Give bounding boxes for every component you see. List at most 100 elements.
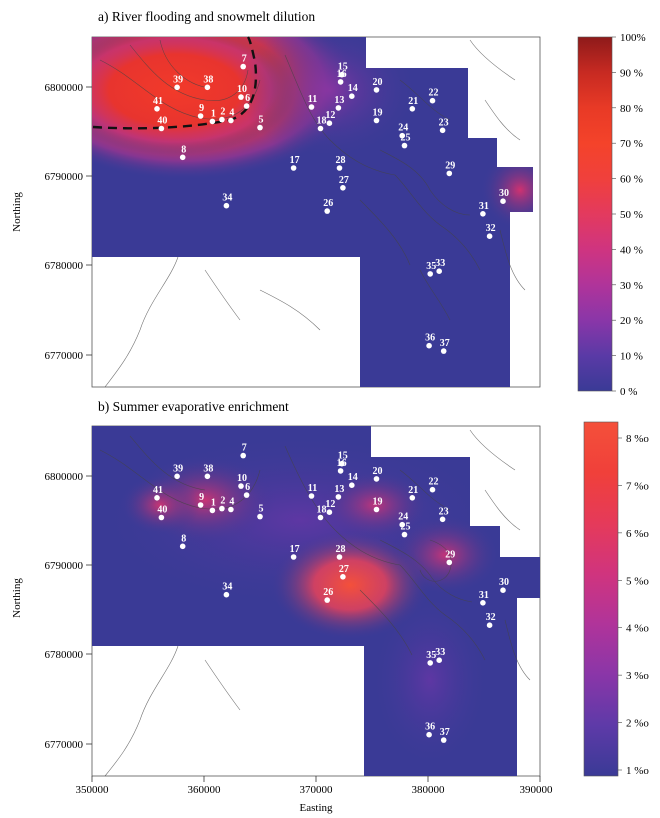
xlabel: Easting bbox=[300, 802, 333, 814]
site-39-label-a: 39 bbox=[173, 74, 183, 85]
site-40-label-a: 40 bbox=[157, 116, 167, 127]
site-12-point-a bbox=[326, 120, 333, 126]
site-31-label-a: 31 bbox=[479, 201, 489, 212]
site-37-point-b bbox=[440, 737, 447, 743]
site-23-label-a: 23 bbox=[439, 117, 449, 128]
site-6-label-a: 6 bbox=[245, 93, 250, 104]
site-26-label-a: 26 bbox=[323, 198, 333, 209]
site-34-label-b: 34 bbox=[222, 582, 232, 593]
site-25-point-a bbox=[401, 142, 408, 149]
site-26-point-a bbox=[324, 208, 331, 214]
site-1-point-a bbox=[209, 118, 216, 125]
colorbar-b-label-6: 2 %o bbox=[626, 718, 649, 730]
site-15-label-b: 15 bbox=[338, 451, 348, 462]
site-10-point-a bbox=[238, 94, 244, 100]
panel-a-colorbar-labels: 100% 90 % 80 % 70 % 60 % 50 % 40 % 30 % 20 % 10 %… bbox=[612, 32, 646, 398]
site-28-label-a: 28 bbox=[336, 155, 346, 166]
site-11-label-a: 11 bbox=[308, 94, 317, 105]
site-30-point-a bbox=[500, 198, 506, 204]
colorbar-b-label-5: 3 %o bbox=[626, 670, 649, 682]
site-18-label-b: 18 bbox=[317, 505, 327, 516]
ytick-b-2: 6780000 bbox=[45, 649, 84, 661]
site-12-label-b: 12 bbox=[325, 499, 335, 510]
panel-b-colorbar-labels: 8 %o 7 %o 6 %o 5 %o 4 %o 3 %o 2 %o 1 %o bbox=[618, 433, 649, 777]
site-7-point-a bbox=[240, 63, 246, 70]
colorbar-b-label-3: 5 %o bbox=[626, 575, 649, 587]
site-10-label-b: 10 bbox=[237, 473, 247, 484]
site-24-label-b: 24 bbox=[398, 512, 408, 523]
site-12-label-a: 12 bbox=[325, 110, 335, 121]
panel-a: a) River flooding and snowmelt dilution bbox=[11, 9, 646, 398]
site-23-label-b: 23 bbox=[439, 506, 449, 517]
panel-b-axes bbox=[86, 475, 541, 782]
site-23-point-a bbox=[439, 127, 446, 134]
site-6-label-b: 6 bbox=[245, 482, 250, 493]
site-39-point-b bbox=[174, 473, 180, 480]
site-22-point-a bbox=[429, 97, 436, 104]
site-29-label-a: 29 bbox=[445, 160, 455, 171]
colorbar-a-label-1: 90 % bbox=[620, 67, 643, 79]
site-1-label-b: 1 bbox=[211, 497, 216, 508]
site-22-label-b: 22 bbox=[429, 477, 439, 488]
site-9-label-a: 9 bbox=[199, 103, 204, 114]
site-10-point-b bbox=[238, 483, 244, 489]
site-41-point-b bbox=[154, 495, 160, 501]
site-8-point-b bbox=[179, 543, 186, 550]
site-33-point-a bbox=[436, 268, 443, 275]
colorbar-a-label-8: 20 % bbox=[620, 315, 643, 327]
site-28-point-a bbox=[336, 165, 343, 171]
site-15-point-a bbox=[339, 71, 345, 78]
panel-b-title: b) Summer evaporative enrichment bbox=[98, 399, 289, 414]
site-27-label-a: 27 bbox=[339, 175, 349, 186]
site-21-label-b: 21 bbox=[408, 485, 418, 496]
site-37-label-a: 37 bbox=[440, 338, 450, 349]
site-12-point-b bbox=[326, 509, 333, 515]
site-40-label-b: 40 bbox=[157, 505, 167, 516]
site-2-label-b: 2 bbox=[220, 496, 225, 507]
site-18-point-b bbox=[317, 514, 324, 521]
site-19-point-a bbox=[373, 117, 380, 124]
site-17-point-b bbox=[290, 554, 297, 560]
site-32-point-a bbox=[486, 233, 493, 239]
site-23-point-b bbox=[439, 516, 446, 523]
site-24-label-a: 24 bbox=[398, 123, 408, 134]
site-14-point-a bbox=[349, 93, 355, 99]
site-22-point-b bbox=[429, 486, 436, 493]
site-35-label-a: 35 bbox=[426, 261, 436, 272]
colorbar-b-label-1: 7 %o bbox=[626, 480, 649, 492]
site-27-point-a bbox=[340, 185, 346, 191]
site-37-label-b: 37 bbox=[440, 727, 450, 738]
site-32-label-b: 32 bbox=[486, 612, 496, 623]
site-13-point-b bbox=[335, 494, 342, 500]
ytick-a-0: 6800000 bbox=[45, 82, 84, 94]
site-38-point-b bbox=[204, 473, 211, 480]
colorbar-a-label-5: 50 % bbox=[620, 209, 643, 221]
panel-a-title: a) River flooding and snowmelt dilution bbox=[98, 9, 315, 24]
panel-a-sites: 1 2 45678910111213141516171819202122232425… bbox=[153, 54, 509, 354]
site-24-point-b bbox=[399, 521, 406, 528]
site-16-point-a bbox=[337, 79, 344, 85]
site-34-point-a bbox=[223, 202, 230, 209]
site-9-point-a bbox=[197, 113, 204, 119]
flood-zone-boundary bbox=[92, 36, 258, 130]
site-22-label-a: 22 bbox=[429, 88, 439, 99]
ytick-b-1: 6790000 bbox=[45, 560, 84, 572]
site-21-point-b bbox=[409, 495, 416, 501]
panel-b-heatmap bbox=[92, 426, 540, 776]
site-16-point-b bbox=[337, 468, 344, 474]
site-17-point-a bbox=[290, 165, 297, 171]
site-41-label-b: 41 bbox=[153, 485, 163, 496]
site-36-point-b bbox=[426, 731, 432, 738]
panel-b-ylabel: Northing bbox=[11, 578, 23, 618]
panel-b-sites: 1 2 45678910111213141516171819202122232425… bbox=[153, 443, 509, 743]
site-1-point-b bbox=[209, 507, 216, 514]
site-35-point-a bbox=[427, 271, 434, 277]
site-19-label-b: 19 bbox=[373, 497, 383, 508]
site-2-label-a: 2 bbox=[220, 107, 225, 118]
site-11-point-a bbox=[308, 104, 315, 110]
site-9-label-b: 9 bbox=[199, 492, 204, 503]
site-40-point-b bbox=[158, 514, 165, 521]
colorbar-a-label-0: 100% bbox=[620, 32, 646, 44]
site-18-label-a: 18 bbox=[317, 116, 327, 127]
